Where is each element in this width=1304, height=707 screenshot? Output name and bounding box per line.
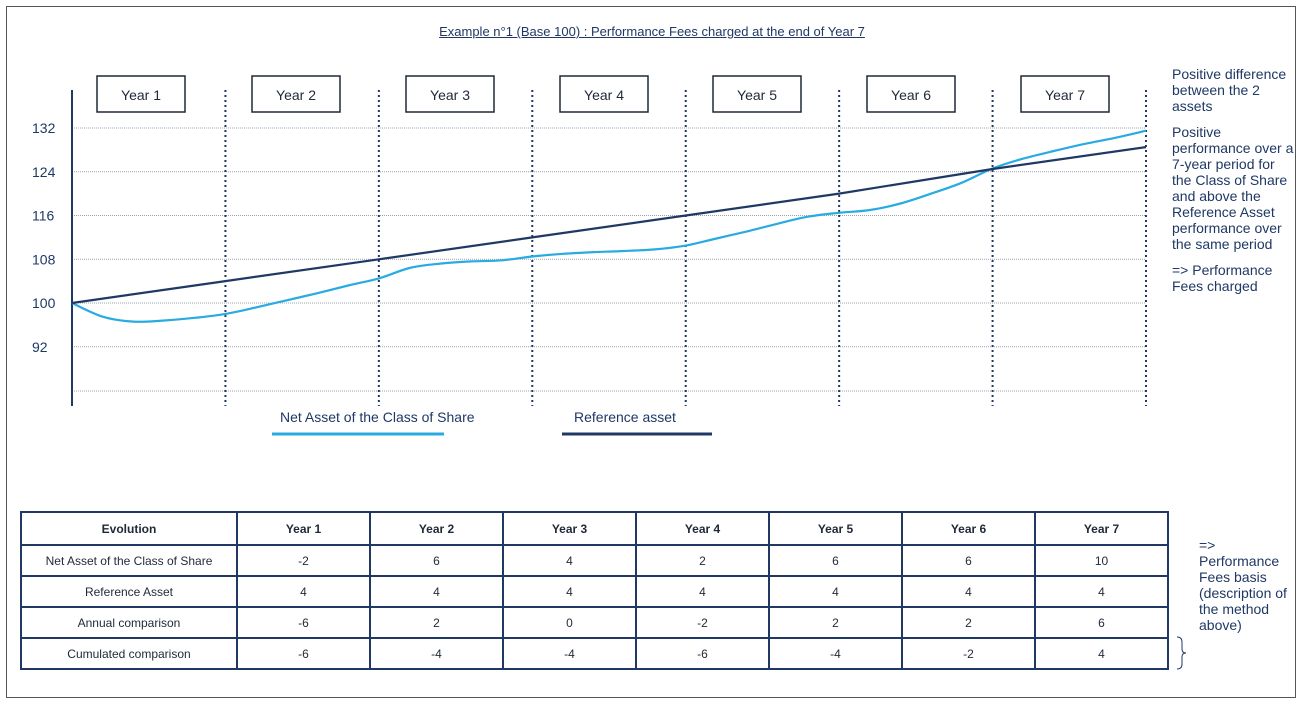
table-cell: 4 bbox=[502, 575, 637, 608]
table-cell: 4 bbox=[1034, 637, 1169, 670]
table-cell: 2 bbox=[901, 606, 1036, 639]
brace-icon bbox=[1176, 636, 1186, 670]
year-box-label: Year 4 bbox=[584, 87, 624, 103]
year-box-label: Year 5 bbox=[737, 87, 777, 103]
table-header: Year 4 bbox=[635, 511, 770, 546]
table-cell: 10 bbox=[1034, 544, 1169, 577]
table-cell: 6 bbox=[901, 544, 1036, 577]
table-cell: Annual comparison bbox=[20, 606, 238, 639]
year-box-label: Year 6 bbox=[891, 87, 931, 103]
table-cell: -4 bbox=[768, 637, 903, 670]
y-tick-label: 124 bbox=[32, 164, 56, 180]
table-header: Year 3 bbox=[502, 511, 637, 546]
table-header: Year 7 bbox=[1034, 511, 1169, 546]
table-row: Net Asset of the Class of Share -2 6 4 2… bbox=[20, 544, 1169, 577]
table-cell: 2 bbox=[768, 606, 903, 639]
table-row: Cumulated comparison -6 -4 -4 -6 -4 -2 4 bbox=[20, 637, 1169, 670]
year-box bbox=[712, 75, 802, 113]
y-tick-label: 92 bbox=[32, 339, 48, 355]
year-box bbox=[866, 75, 956, 113]
table-cell: 2 bbox=[635, 544, 770, 577]
year-box-label: Year 7 bbox=[1045, 87, 1085, 103]
table-header: Year 2 bbox=[369, 511, 504, 546]
table-cell: 4 bbox=[369, 575, 504, 608]
table-cell: -6 bbox=[236, 606, 371, 639]
table-header: Year 5 bbox=[768, 511, 903, 546]
table-cell: -6 bbox=[635, 637, 770, 670]
table-cell: -2 bbox=[236, 544, 371, 577]
year-box bbox=[251, 75, 341, 113]
year-box-label: Year 2 bbox=[276, 87, 316, 103]
y-tick-label: 132 bbox=[32, 120, 56, 136]
year-box bbox=[96, 75, 186, 113]
y-tick-label: 116 bbox=[32, 208, 55, 224]
table-cell: 4 bbox=[901, 575, 1036, 608]
table-cell: 6 bbox=[768, 544, 903, 577]
year-box-label: Year 3 bbox=[430, 87, 470, 103]
series-line-reference-asset bbox=[71, 146, 1147, 305]
year-box bbox=[1020, 75, 1110, 113]
table-cell: Cumulated comparison bbox=[20, 637, 238, 670]
table-cell: -6 bbox=[236, 637, 371, 670]
table-cell: -2 bbox=[901, 637, 1036, 670]
y-tick-label: 108 bbox=[32, 251, 56, 267]
table-row: Annual comparison -6 2 0 -2 2 2 6 bbox=[20, 606, 1169, 639]
side-note-fees-charged: => Performance Fees charged bbox=[1172, 262, 1273, 294]
evolution-table: Evolution Year 1 Year 2 Year 3 Year 4 Ye… bbox=[20, 511, 1169, 670]
table-header: Year 1 bbox=[236, 511, 371, 546]
table-cell: 4 bbox=[768, 575, 903, 608]
table-cell: Reference Asset bbox=[20, 575, 238, 608]
year-box-label: Year 1 bbox=[121, 87, 161, 103]
table-note: => Performance Fees basis (description o… bbox=[1199, 537, 1287, 633]
side-note-difference: Positive difference between the 2 assets bbox=[1172, 66, 1287, 114]
table-cell: 4 bbox=[1034, 575, 1169, 608]
table-cell: -4 bbox=[369, 637, 504, 670]
table-header: Year 6 bbox=[901, 511, 1036, 546]
table-cell: 2 bbox=[369, 606, 504, 639]
table-header: Evolution bbox=[20, 511, 238, 546]
figure-frame bbox=[6, 6, 1296, 698]
series-line-net-asset bbox=[71, 129, 1147, 323]
table-cell: 0 bbox=[502, 606, 637, 639]
side-note-performance: Positive performance over a 7-year perio… bbox=[1172, 124, 1294, 252]
side-notes: Positive difference between the 2 assets… bbox=[1172, 66, 1297, 304]
table-cell: 4 bbox=[502, 544, 637, 577]
table-cell: 6 bbox=[1034, 606, 1169, 639]
table-cell: -2 bbox=[635, 606, 770, 639]
table-cell: Net Asset of the Class of Share bbox=[20, 544, 238, 577]
chart-title: Example n°1 (Base 100) : Performance Fee… bbox=[439, 24, 865, 39]
table-header-row: Evolution Year 1 Year 2 Year 3 Year 4 Ye… bbox=[20, 511, 1169, 546]
year-box bbox=[405, 75, 495, 113]
y-tick-label: 100 bbox=[32, 295, 56, 311]
legend-label: Net Asset of the Class of Share bbox=[280, 409, 475, 425]
table-cell: 6 bbox=[369, 544, 504, 577]
table-row: Reference Asset 4 4 4 4 4 4 4 bbox=[20, 575, 1169, 608]
table-cell: 4 bbox=[236, 575, 371, 608]
legend-label: Reference asset bbox=[574, 409, 676, 425]
table-cell: -4 bbox=[502, 637, 637, 670]
year-box bbox=[559, 75, 649, 113]
table-cell: 4 bbox=[635, 575, 770, 608]
